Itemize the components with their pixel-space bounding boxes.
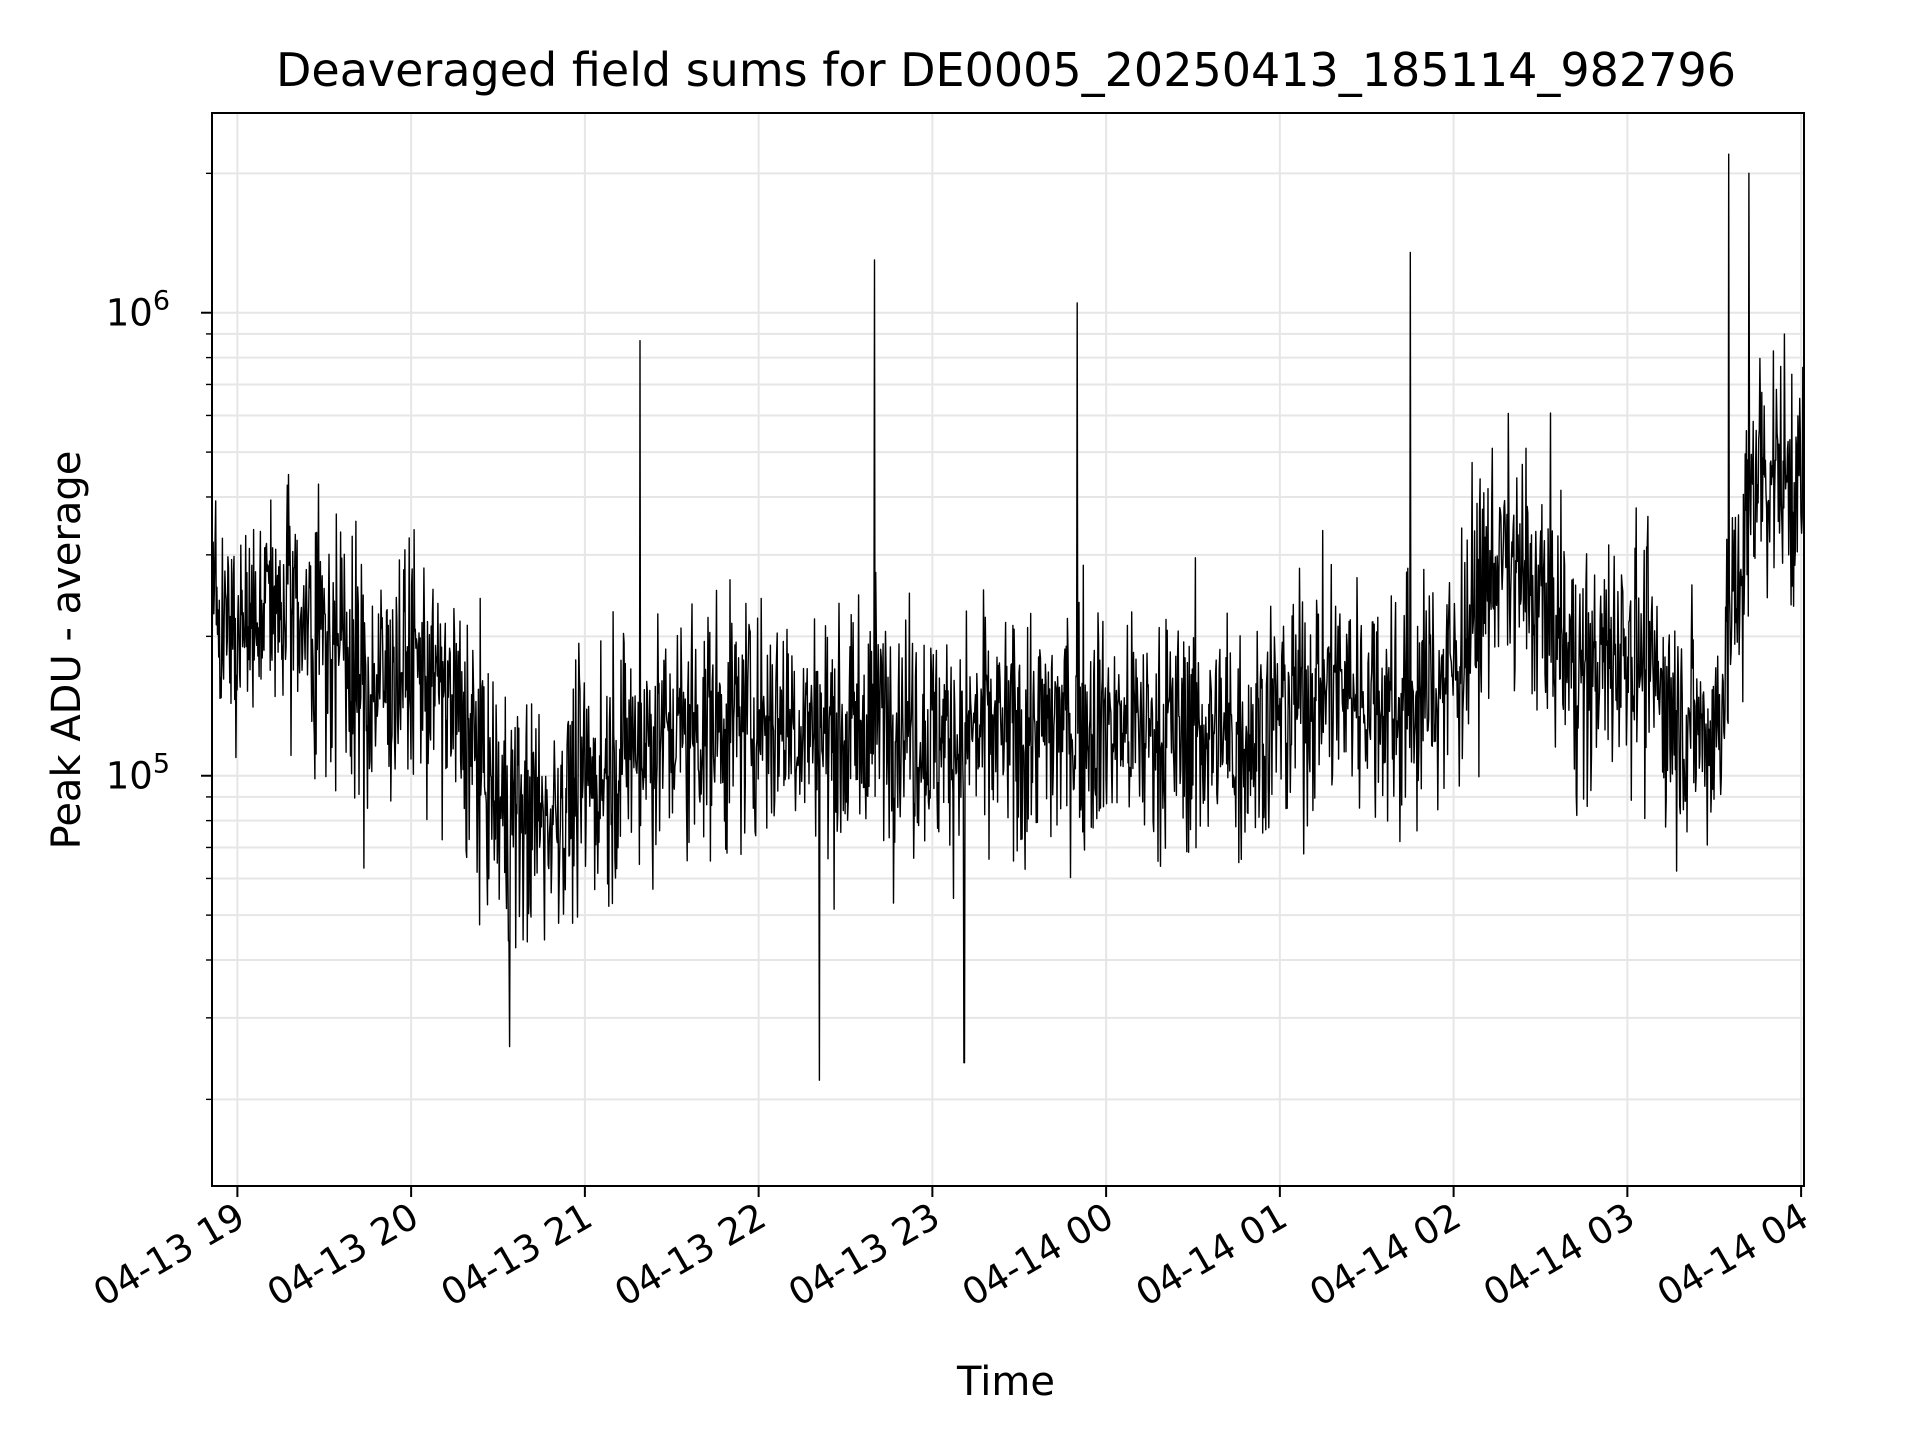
chart-title: Deaveraged field sums for DE0005_2025041… xyxy=(276,43,1736,97)
x-tick-label: 04-13 23 xyxy=(781,1195,947,1315)
x-tick-label: 04-14 02 xyxy=(1303,1195,1469,1315)
y-axis-label: Peak ADU - average xyxy=(44,451,90,850)
x-tick-label: 04-14 04 xyxy=(1650,1195,1816,1315)
x-tick-label: 04-14 00 xyxy=(955,1195,1121,1315)
x-tick-label: 04-13 22 xyxy=(608,1195,774,1315)
x-axis-label: Time xyxy=(956,1359,1055,1405)
y-tick-label: 105 xyxy=(106,749,170,798)
x-tick-label: 04-13 20 xyxy=(260,1195,426,1315)
y-axis: 105 106 xyxy=(106,172,212,1101)
x-tick-label: 04-14 01 xyxy=(1129,1195,1295,1315)
x-tick-label: 04-13 19 xyxy=(86,1195,252,1315)
series-line xyxy=(211,153,1805,1081)
x-axis: 04-13 19 04-13 20 04-13 21 04-13 22 04-13 23… xyxy=(86,1186,1816,1315)
x-tick-label: 04-13 21 xyxy=(434,1195,600,1315)
y-tick-label: 106 xyxy=(106,286,170,335)
x-tick-label: 04-14 03 xyxy=(1476,1195,1642,1315)
series-path xyxy=(211,153,1805,1081)
plot-frame xyxy=(211,112,1805,1187)
